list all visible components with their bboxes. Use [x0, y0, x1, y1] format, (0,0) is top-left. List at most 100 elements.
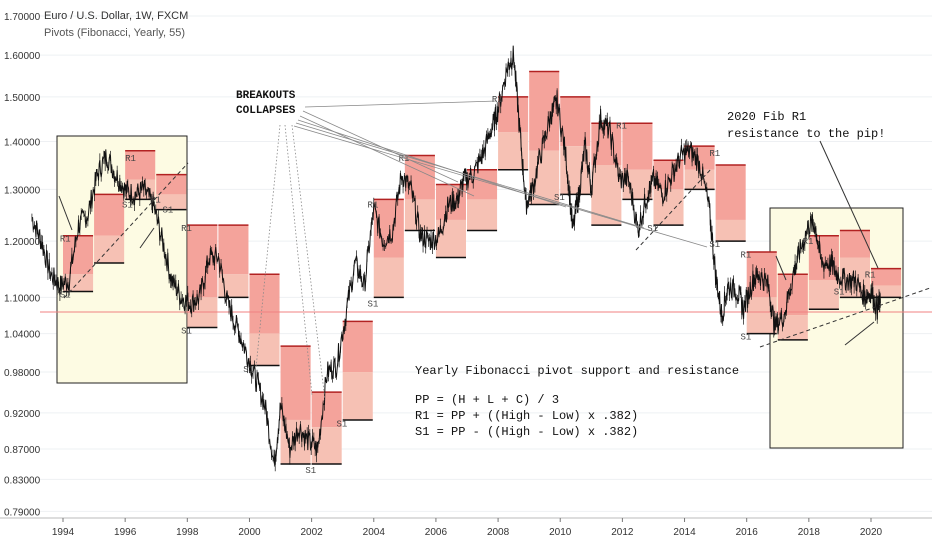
fib-r1-title: 2020 Fib R1 — [727, 110, 806, 124]
pivot-level-label: R1 — [150, 195, 161, 205]
pivot-support-zone — [218, 274, 249, 298]
pivot-resistance-zone — [622, 123, 653, 170]
x-tick-label: 2000 — [238, 527, 261, 538]
pivot-level-label: S1 — [647, 224, 658, 234]
pivot-level-label: S1 — [243, 365, 254, 375]
pivot-resistance-zone — [498, 96, 529, 133]
pivot-level-label: R1 — [60, 234, 71, 244]
pivot-resistance-zone — [249, 274, 280, 334]
pivot-support-zone — [342, 372, 373, 420]
fib-r1-subtitle: resistance to the pip! — [727, 127, 885, 141]
pivot-level-label: S1 — [336, 420, 347, 430]
x-tick-label: 2020 — [860, 527, 883, 538]
y-axis-ticks: 0.79000 0.83000 0.87000 0.92000 0.98000 1.040… — [4, 12, 41, 518]
pivot-level-label: R1 — [492, 95, 503, 105]
pivot-resistance-zone — [342, 321, 373, 373]
pivot-resistance-zone — [156, 174, 187, 195]
y-tick-label: 1.70000 — [4, 12, 41, 23]
y-tick-label: 1.40000 — [4, 137, 41, 148]
pivot-level-label: R1 — [368, 200, 379, 210]
y-tick-label: 1.04000 — [4, 330, 41, 341]
y-tick-label: 0.83000 — [4, 475, 41, 486]
y-tick-label: 1.50000 — [4, 93, 41, 104]
pivot-support-zone — [871, 285, 902, 298]
pivot-level-label: S1 — [305, 466, 316, 476]
pivot-resistance-zone — [94, 194, 125, 236]
pivot-resistance-zone — [467, 169, 498, 200]
x-tick-label: 1994 — [52, 527, 75, 538]
pivot-support-zone — [684, 169, 715, 190]
pivot-resistance-zone — [373, 199, 404, 258]
pivot-resistance-zone — [63, 235, 94, 275]
pivot-level-label: S1 — [181, 327, 192, 337]
pivot-level-label: S1 — [709, 240, 720, 250]
pivot-support-zone — [529, 150, 560, 205]
pivot-resistance-zone — [280, 346, 311, 420]
pivot-level-label: R1 — [803, 237, 814, 247]
collapses-label: COLLAPSES — [236, 105, 296, 117]
x-tick-label: 2006 — [425, 527, 448, 538]
pivot-level-label: S1 — [834, 288, 845, 298]
breakouts-label: BREAKOUTS — [236, 90, 296, 102]
pivot-resistance-zone — [125, 150, 156, 180]
y-tick-label: 1.60000 — [4, 51, 41, 62]
pivot-level-label: S1 — [162, 206, 173, 216]
y-tick-label: 1.10000 — [4, 293, 41, 304]
pivot-level-label: R1 — [125, 154, 136, 164]
y-tick-label: 0.92000 — [4, 409, 41, 420]
x-tick-label: 2002 — [300, 527, 323, 538]
pivot-support-zone — [653, 189, 684, 226]
pivot-level-label: S1 — [554, 193, 565, 203]
pivot-resistance-zone — [839, 230, 870, 258]
pivot-level-label: R1 — [181, 224, 192, 234]
chart-grid — [40, 15, 932, 512]
y-tick-label: 0.98000 — [4, 368, 41, 379]
pivot-support-zone — [249, 333, 280, 366]
pivot-level-label: R1 — [399, 154, 410, 164]
pivot-level-label: S1 — [368, 299, 379, 309]
pivot-level-labels: R1S1R1S1R1S1R1S1S1S1S1R1S1R1R1S1R1R1S1S1… — [60, 95, 876, 476]
formula-s1: S1 = PP - ((High - Low) x .382) — [415, 425, 638, 439]
x-tick-label: 2016 — [736, 527, 759, 538]
pivot-level-label: S1 — [122, 200, 133, 210]
formula-r1: R1 = PP + ((High - Low) x .382) — [415, 409, 638, 423]
pivot-resistance-zone — [187, 225, 218, 298]
pivot-support-zone — [467, 199, 498, 231]
pivot-level-label: R1 — [740, 251, 751, 261]
x-tick-label: 1996 — [114, 527, 137, 538]
pivot-support-zone — [808, 279, 839, 310]
pivot-support-zone — [715, 219, 746, 242]
pivot-level-label: R1 — [616, 122, 627, 132]
y-tick-label: 0.87000 — [4, 445, 41, 456]
pivot-support-zone — [373, 257, 404, 298]
annotation-lines — [58, 100, 931, 401]
x-tick-label: 2010 — [549, 527, 572, 538]
x-tick-label: 2008 — [487, 527, 510, 538]
pivot-resistance-zone — [871, 268, 902, 286]
pivot-support-zone — [591, 165, 622, 226]
pivot-zones — [63, 70, 902, 465]
x-axis-ticks: 1994 1996 1998 2000 2002 2004 2006 2008 2010 2012… — [52, 518, 883, 538]
formula-title: Yearly Fibonacci pivot support and resis… — [415, 364, 739, 378]
x-tick-label: 2014 — [673, 527, 696, 538]
pivot-resistance-zone — [218, 225, 249, 275]
y-tick-label: 1.30000 — [4, 185, 41, 196]
indicator-label: Pivots (Fibonacci, Yearly, 55) — [44, 27, 186, 39]
pivot-support-zone — [63, 274, 94, 292]
pivot-support-zone — [498, 132, 529, 170]
chart-title: Euro / U.S. Dollar, 1W, FXCM — [44, 10, 189, 22]
y-tick-label: 1.20000 — [4, 237, 41, 248]
pivot-level-label: S1 — [60, 290, 71, 300]
pivot-support-zone — [156, 194, 187, 210]
x-tick-label: 1998 — [176, 527, 199, 538]
pivot-resistance-zone — [715, 165, 746, 220]
pivot-support-zone — [404, 199, 435, 231]
pivot-level-label: S1 — [740, 333, 751, 343]
x-tick-label: 2018 — [798, 527, 821, 538]
x-tick-label: 2012 — [611, 527, 634, 538]
pivot-resistance-zone — [311, 392, 342, 428]
x-tick-label: 2004 — [363, 527, 386, 538]
y-tick-label: 0.79000 — [4, 507, 41, 518]
pivot-level-label: R1 — [709, 149, 720, 159]
